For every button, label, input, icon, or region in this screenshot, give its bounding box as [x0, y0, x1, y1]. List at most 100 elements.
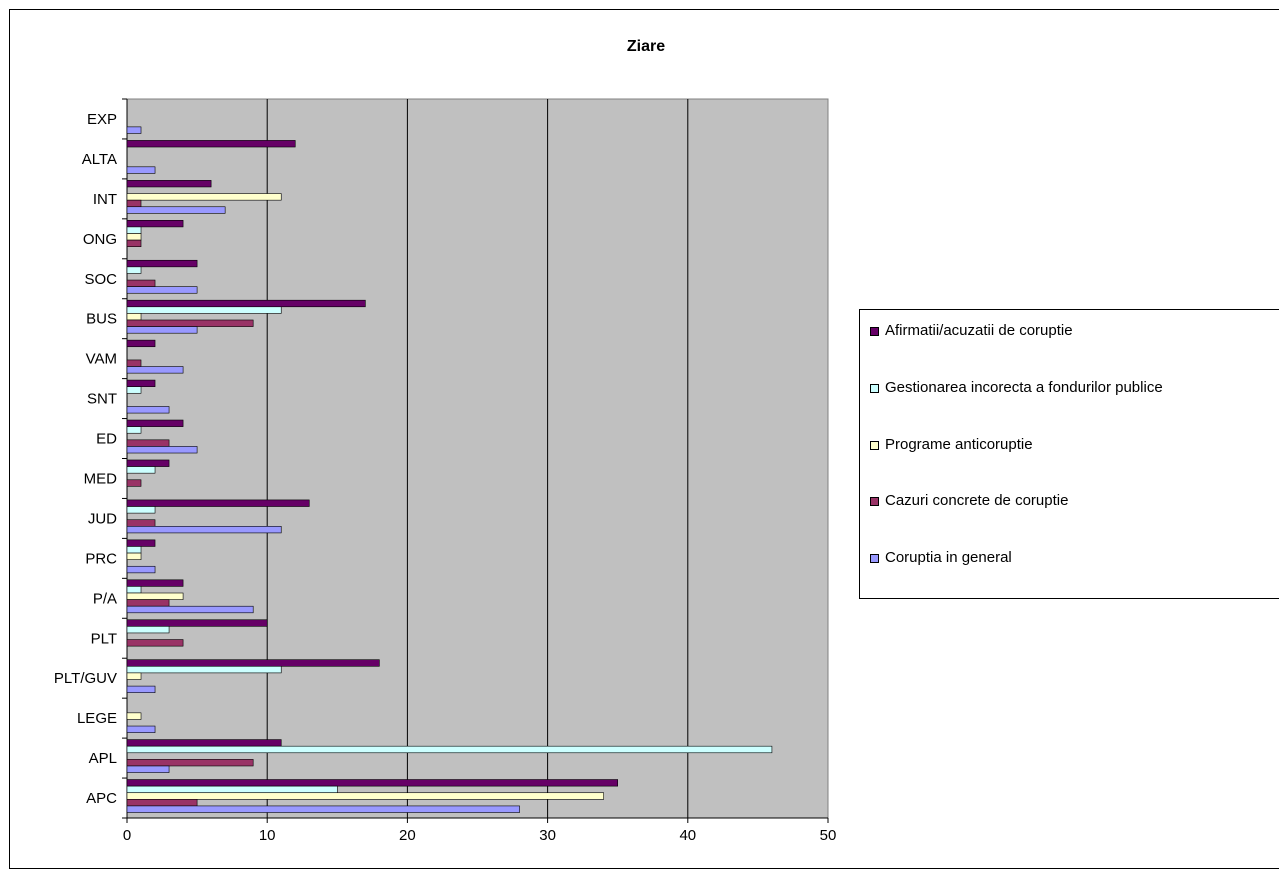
bar: [126, 446, 198, 454]
bar: [126, 499, 310, 507]
bar: [126, 799, 198, 807]
legend-label: Gestionarea incorecta a fondurilor publi…: [885, 379, 1163, 396]
legend-swatch: [870, 441, 879, 450]
bar: [126, 552, 142, 560]
bar: [126, 639, 184, 647]
bar: [126, 506, 156, 514]
bar: [126, 286, 198, 294]
bar: [126, 459, 170, 467]
bar: [126, 466, 156, 474]
y-tick-label: ONG: [83, 231, 117, 248]
y-tick-label: P/A: [93, 590, 117, 607]
bar: [126, 785, 338, 794]
bar: [126, 299, 366, 308]
legend-label: Afirmatii/acuzatii de coruptie: [885, 322, 1073, 339]
bar: [126, 592, 184, 600]
bar: [126, 359, 142, 367]
legend: Afirmatii/acuzatii de coruptie Gestionar…: [859, 309, 1279, 599]
bar: [126, 419, 184, 427]
bar: [126, 226, 142, 234]
legend-label: Programe anticoruptie: [885, 436, 1033, 453]
bar: [126, 379, 156, 387]
x-tick-label: 50: [820, 827, 837, 844]
y-tick-label: LEGE: [77, 710, 117, 727]
bar: [126, 739, 282, 747]
bar: [126, 745, 773, 754]
bar: [126, 765, 170, 773]
bar: [126, 326, 198, 334]
bar: [126, 519, 156, 527]
bar: [126, 166, 156, 174]
plot-area: [126, 98, 829, 819]
bar: [126, 619, 268, 627]
bar: [126, 685, 156, 693]
bar: [126, 759, 254, 767]
x-tick-label: 10: [259, 827, 276, 844]
bar: [126, 406, 170, 414]
bar: [126, 565, 156, 574]
x-tick-label: 20: [399, 827, 416, 844]
bar: [126, 140, 296, 148]
bar: [126, 792, 604, 800]
x-tick-label: 40: [679, 827, 696, 844]
y-tick-label: MED: [84, 470, 118, 487]
bar: [126, 313, 142, 321]
bar: [126, 665, 282, 674]
bar: [126, 319, 254, 327]
bar: [126, 659, 380, 667]
bar: [126, 206, 226, 214]
y-tick-label: VAM: [86, 351, 117, 368]
y-tick-label: PRC: [85, 550, 117, 567]
bar: [126, 546, 142, 554]
bar: [126, 725, 156, 733]
legend-swatch: [870, 384, 879, 393]
bar: [126, 805, 520, 813]
bar: [126, 180, 212, 188]
bar: [126, 199, 142, 208]
legend-swatch: [870, 497, 879, 506]
bar: [126, 439, 170, 447]
bar: [126, 279, 156, 287]
bar: [126, 605, 254, 614]
bar: [126, 386, 142, 394]
legend-label: Cazuri concrete de coruptie: [885, 492, 1069, 509]
y-tick-label: ALTA: [82, 151, 117, 168]
y-tick-label: APL: [89, 750, 117, 767]
y-tick-label: BUS: [86, 311, 117, 328]
bar: [126, 626, 170, 634]
y-tick-label: APC: [86, 790, 117, 807]
y-tick-label: INT: [93, 191, 117, 208]
bar: [126, 539, 156, 547]
bar: [126, 259, 198, 268]
legend-label: Coruptia in general: [885, 549, 1012, 566]
legend-swatch: [870, 327, 879, 336]
bar: [126, 220, 184, 228]
y-tick-label: EXP: [87, 111, 117, 128]
y-tick-label: PLT: [91, 630, 117, 647]
bar: [126, 479, 142, 487]
bar: [126, 526, 282, 534]
y-tick-label: ED: [96, 431, 117, 448]
bar: [126, 599, 170, 607]
y-tick-label: SOC: [84, 271, 117, 288]
bar: [126, 779, 619, 787]
bar: [126, 366, 184, 374]
bar: [126, 193, 282, 201]
bar: [126, 426, 142, 434]
bar: [126, 672, 142, 680]
bar: [126, 306, 282, 314]
bar: [126, 233, 142, 241]
y-tick-label: JUD: [88, 510, 117, 527]
bar: [126, 266, 142, 274]
legend-swatch: [870, 554, 879, 563]
bar: [126, 712, 142, 720]
bar: [126, 239, 142, 248]
x-tick-label: 0: [123, 827, 131, 844]
y-tick-label: SNT: [87, 391, 117, 408]
bar: [126, 126, 142, 134]
bar: [126, 586, 142, 594]
chart-title: Ziare: [626, 38, 666, 55]
y-tick-label: PLT/GUV: [54, 670, 117, 687]
x-tick-label: 30: [539, 827, 556, 844]
